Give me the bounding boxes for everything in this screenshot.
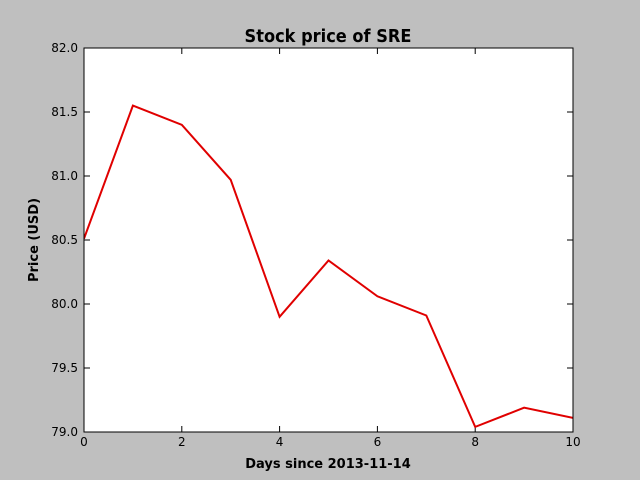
- y-tick-label: 81.5: [51, 105, 78, 119]
- axis-tick-labels: 0 2 4 6 8 10 79.0 79.5 80.0 80.5 81.0 81.5 82.0: [51, 41, 580, 449]
- chart-title: Stock price of SRE: [245, 26, 412, 47]
- y-tick-label: 80.0: [51, 297, 78, 311]
- y-axis-title: Price (USD): [27, 198, 42, 282]
- y-tick-label: 79.5: [51, 361, 78, 375]
- x-tick-label: 4: [276, 435, 284, 449]
- x-axis-title: Days since 2013-11-14: [245, 457, 411, 472]
- y-tick-label: 80.5: [51, 233, 78, 247]
- x-tick-label: 2: [178, 435, 186, 449]
- x-tick-label: 6: [374, 435, 382, 449]
- x-tick-label: 0: [80, 435, 88, 449]
- y-tick-label: 82.0: [51, 41, 78, 55]
- x-tick-label: 8: [471, 435, 479, 449]
- x-tick-label: 10: [565, 435, 580, 449]
- plot-frame: [83, 47, 574, 433]
- plot-area: [84, 48, 573, 432]
- series-line-sre: [84, 104, 573, 429]
- y-tick-label: 81.0: [51, 169, 78, 183]
- y-tick-label: 79.0: [51, 425, 78, 439]
